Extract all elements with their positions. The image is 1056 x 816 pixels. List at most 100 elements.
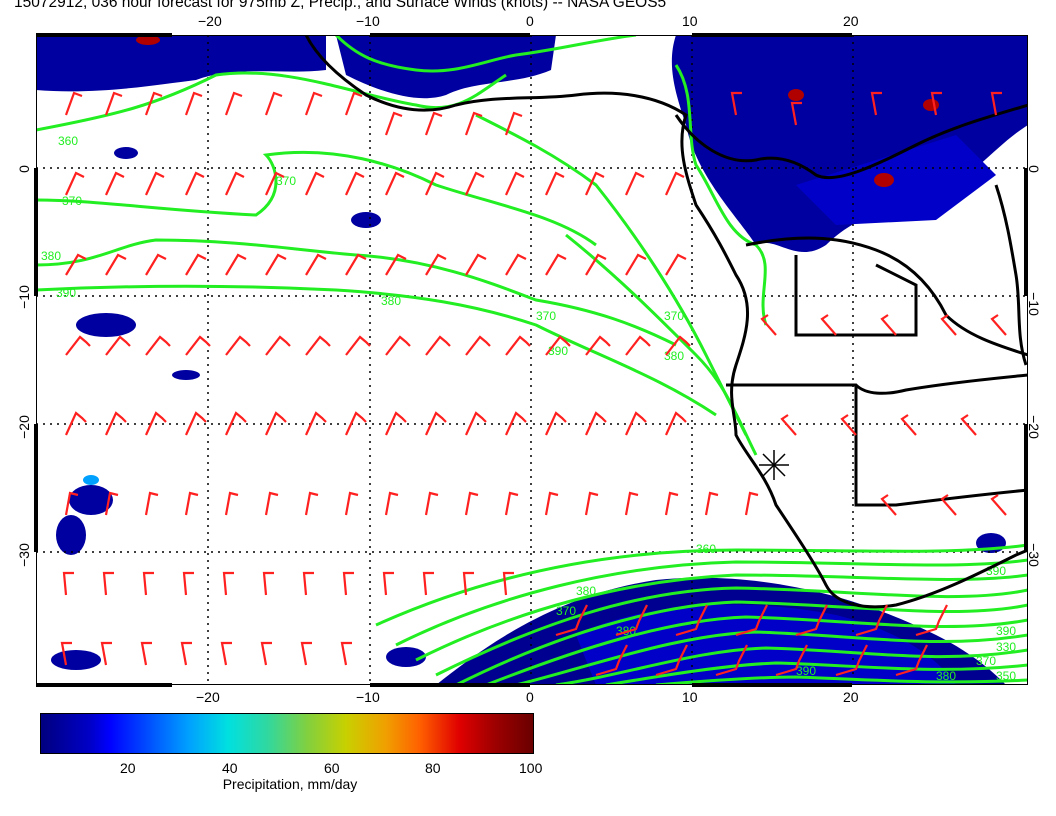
wind-barb: [185, 253, 207, 276]
wind-barb: [105, 253, 127, 276]
precip-area-west: [386, 647, 426, 667]
border-line: [726, 373, 1028, 395]
wind-barb: [305, 253, 327, 276]
wind-barb: [104, 411, 127, 436]
wind-barb: [465, 335, 491, 356]
contour-label: 390: [56, 286, 76, 300]
wind-barb: [182, 571, 194, 596]
wind-barb: [664, 411, 687, 436]
lon-tick-top: 10: [682, 13, 698, 29]
precip-peak: [923, 99, 939, 111]
wind-barb: [184, 171, 205, 196]
contour-line: [515, 630, 1028, 685]
wind-barb: [665, 253, 687, 276]
wind-barb: [344, 171, 365, 196]
wind-barb: [344, 411, 367, 436]
border-line: [854, 385, 1028, 507]
wind-barb: [940, 314, 957, 336]
wind-barb: [220, 641, 232, 666]
precip-area-small: [351, 212, 381, 228]
border-line: [794, 255, 918, 337]
wind-barb: [65, 253, 87, 276]
precip-colorbar: [40, 713, 534, 754]
wind-barb: [304, 91, 323, 116]
contour-label-group: 360 370 380 390 370 390 370 380 390 380 …: [41, 134, 1016, 683]
wind-barb: [625, 335, 651, 356]
wind-barb: [145, 253, 167, 276]
wind-barb: [385, 253, 407, 276]
wind-barb: [144, 91, 163, 116]
wind-barb: [224, 91, 243, 116]
precip-area-north-east: [671, 35, 1028, 253]
map-title: 15072912, 036 hour forecast for 975mb Z,…: [14, 0, 667, 11]
contour-label: 380: [576, 584, 596, 598]
precip-area-west: [56, 515, 86, 555]
wind-barb: [505, 335, 531, 356]
wind-barb: [655, 644, 688, 677]
wind-barb: [915, 604, 948, 637]
wind-barb: [704, 491, 719, 516]
wind-barb: [625, 253, 647, 276]
contour-line: [395, 558, 1028, 647]
wind-barb: [382, 571, 394, 596]
wind-barb: [504, 411, 527, 436]
wind-barb: [344, 491, 359, 516]
lon-tick-bottom: 10: [682, 689, 698, 705]
lat-tick-left: −30: [15, 543, 32, 567]
wind-barb: [180, 641, 192, 666]
wind-barb: [462, 571, 474, 596]
wind-barb: [744, 491, 759, 516]
wind-barb: [302, 571, 314, 596]
contour-line: [485, 615, 1028, 685]
lon-tick-top: 20: [843, 13, 859, 29]
wind-barb: [265, 335, 291, 356]
wind-barb: [730, 91, 742, 116]
lat-tick-right: 0: [1025, 165, 1042, 173]
wind-barb: [990, 494, 1007, 516]
contour-label: 380: [936, 669, 956, 683]
wind-barb: [795, 604, 828, 637]
wind-barb: [424, 111, 443, 136]
wind-barb: [384, 111, 403, 136]
wind-barb: [304, 171, 325, 196]
wind-barb: [835, 644, 868, 677]
wind-barb: [264, 171, 285, 196]
wind-barb: [140, 641, 152, 666]
precip-area-north-center: [336, 35, 556, 99]
contour-line: [36, 238, 677, 347]
wind-barb: [260, 641, 272, 666]
wind-barb: [384, 411, 407, 436]
wind-barb: [585, 253, 607, 276]
station-star-icon: [759, 450, 789, 480]
wind-barb: [544, 491, 559, 516]
wind-barb: [425, 253, 447, 276]
lat-tick-right: −20: [1025, 415, 1042, 439]
height-contours: [36, 35, 1028, 685]
contour-label: 330: [996, 640, 1016, 654]
wind-barb: [775, 644, 808, 677]
wind-barb: [104, 91, 123, 116]
wind-barb: [225, 335, 251, 356]
contour-label: 380: [41, 249, 61, 263]
wind-barb: [464, 171, 485, 196]
wind-barb: [62, 571, 74, 596]
wind-barb: [990, 91, 1002, 116]
lat-tick-left: −20: [15, 415, 32, 439]
wind-barb: [144, 411, 167, 436]
precip-peak: [788, 89, 804, 101]
wind-barb: [144, 171, 165, 196]
wind-barb: [584, 171, 605, 196]
wind-barb: [545, 335, 571, 356]
lat-tick-right: −30: [1025, 543, 1042, 567]
wind-barb: [422, 571, 434, 596]
wind-barb: [584, 411, 607, 436]
contour-label: 380: [381, 294, 401, 308]
wind-barb: [545, 253, 567, 276]
lon-tick-top: 0: [526, 13, 534, 29]
wind-barb: [264, 91, 283, 116]
contour-label: 370: [664, 309, 684, 323]
wind-barb: [345, 335, 371, 356]
wind-barb: [300, 641, 312, 666]
contour-label: 370: [62, 194, 82, 208]
contour-label: 350: [996, 669, 1016, 683]
